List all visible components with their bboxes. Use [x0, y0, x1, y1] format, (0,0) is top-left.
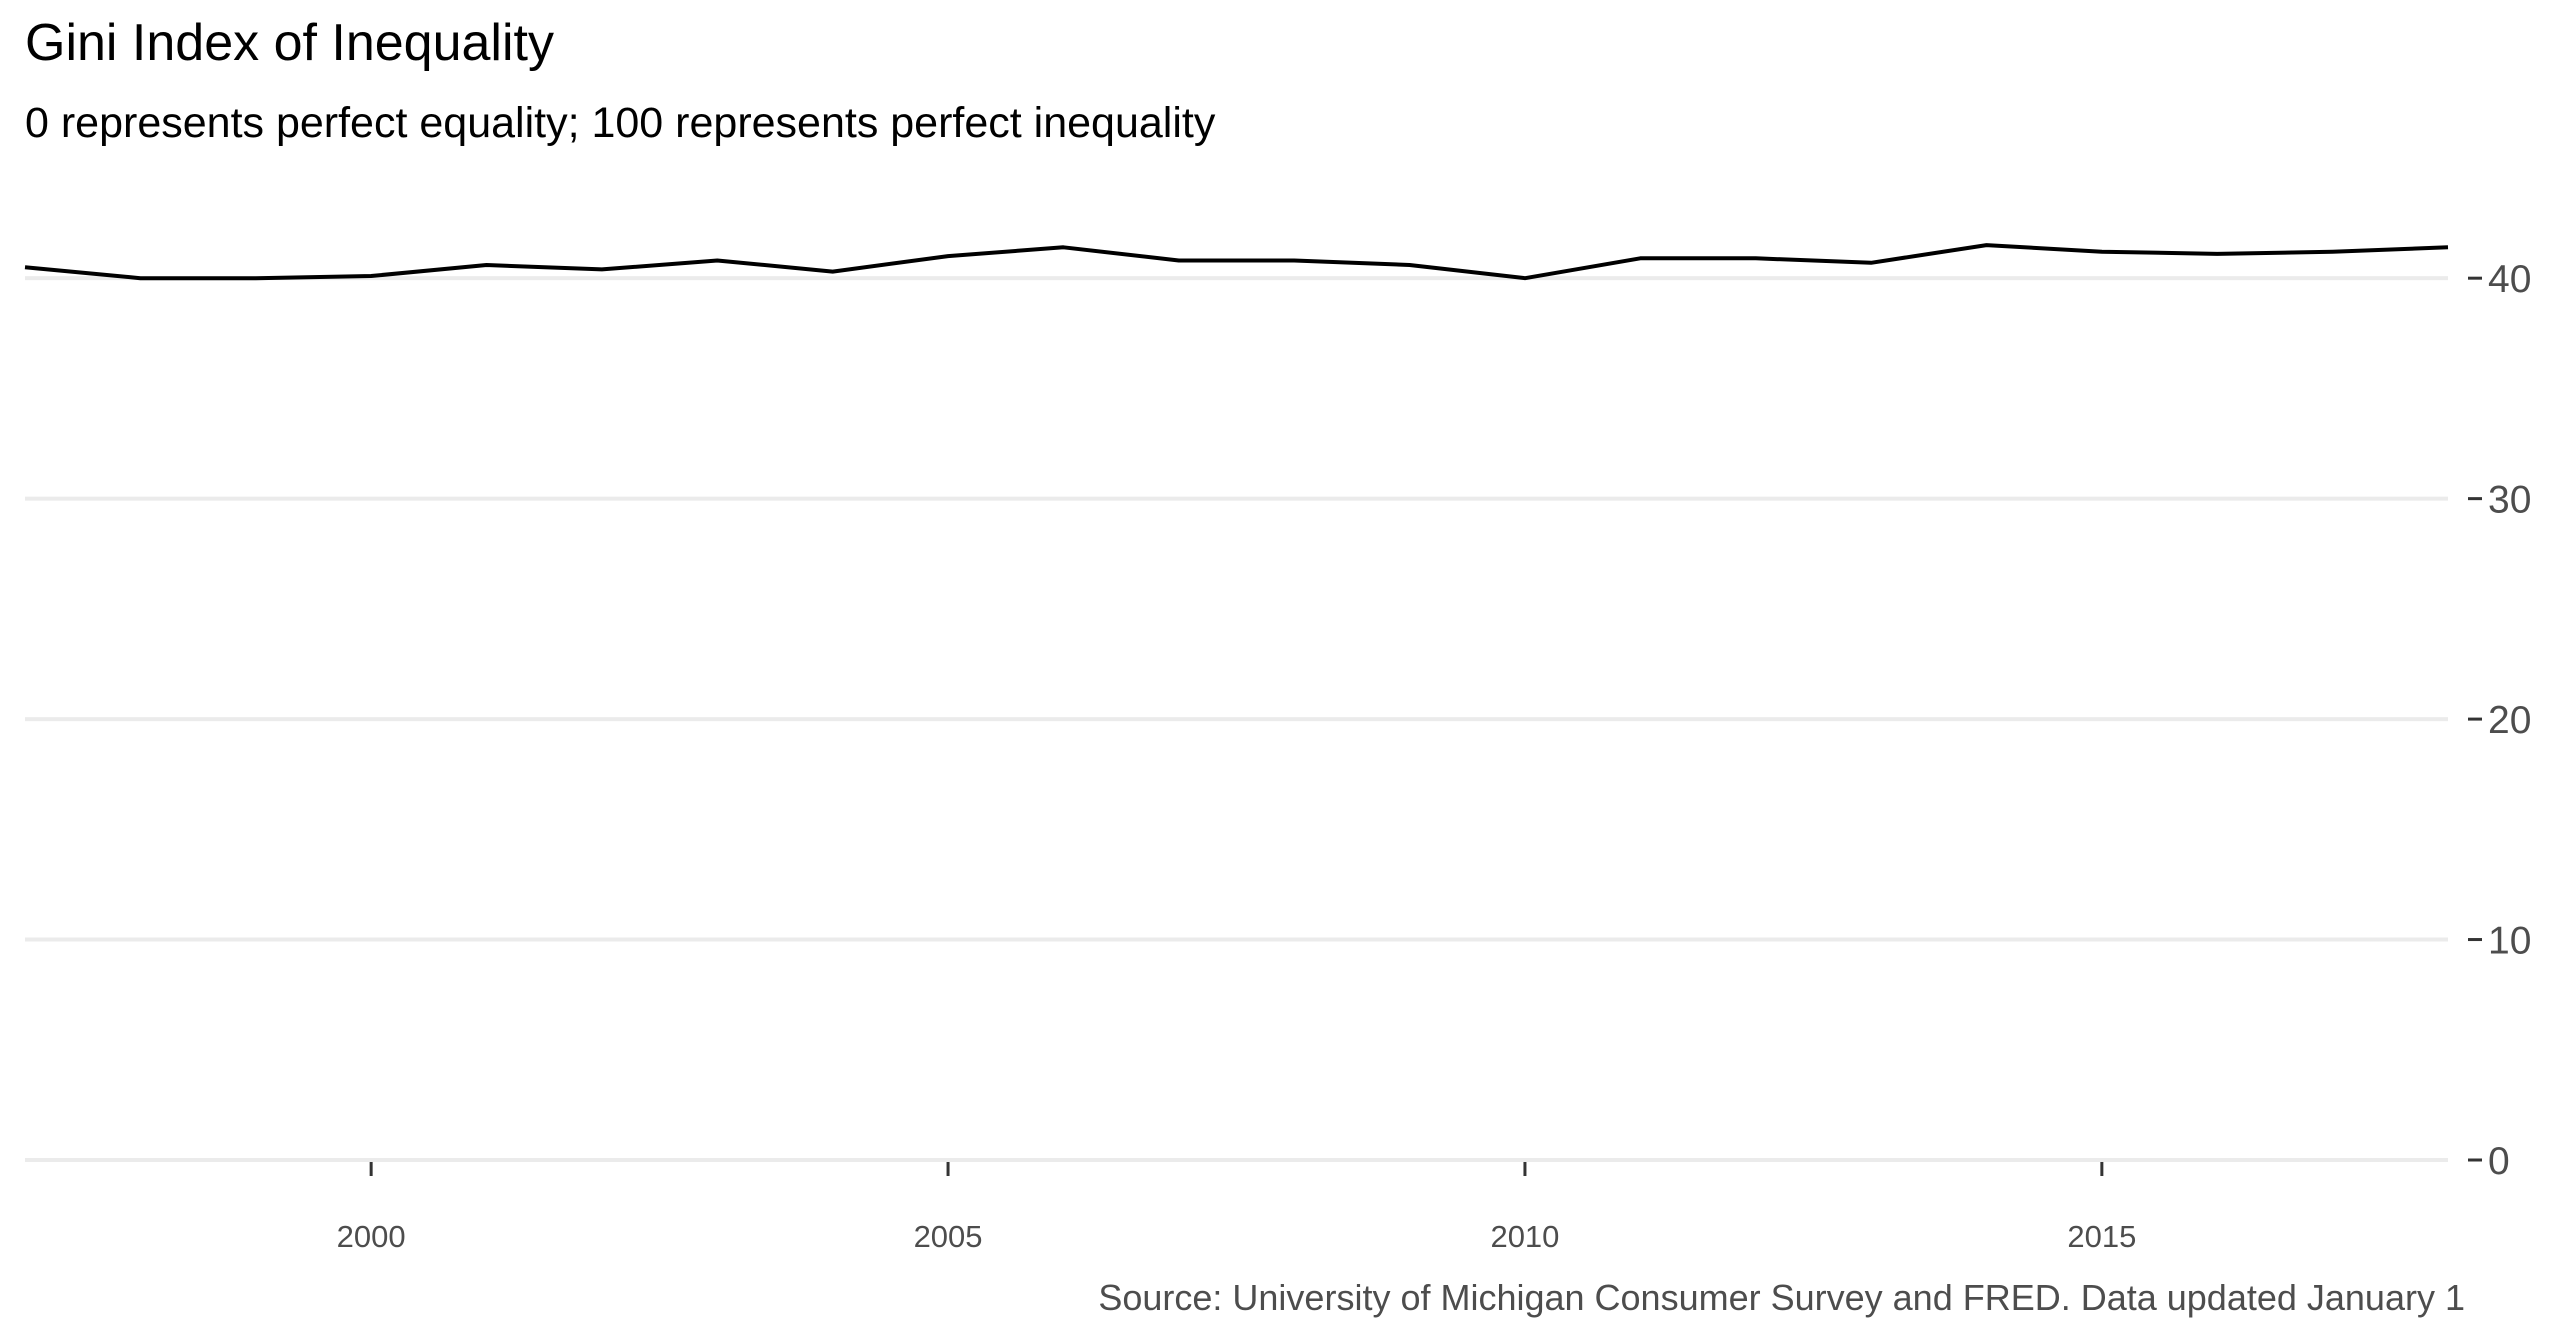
- x-tick-label-2010: 2010: [1490, 1219, 1559, 1254]
- x-tick-label-2015: 2015: [2067, 1219, 2136, 1254]
- y-tick-label-20: 20: [2488, 699, 2531, 742]
- chart-caption: Source: University of Michigan Consumer …: [1098, 1277, 2465, 1318]
- chart-subtitle: 0 represents perfect equality; 100 repre…: [25, 99, 1216, 147]
- grid-lines: [25, 276, 2448, 1162]
- y-tick-label-10: 10: [2488, 920, 2531, 963]
- chart-title: Gini Index of Inequality: [25, 14, 554, 72]
- series-line-0: [24, 243, 2449, 281]
- y-tick-label-0: 0: [2488, 1140, 2510, 1183]
- x-tick-label-2005: 2005: [914, 1219, 983, 1254]
- x-axis: 2000 2005 2010 2015: [337, 1162, 2136, 1254]
- y-tick-label-40: 40: [2488, 258, 2531, 301]
- x-tick-label-2000: 2000: [337, 1219, 406, 1254]
- y-axis: 0 10 20 30 40: [2468, 258, 2531, 1183]
- series-layer: [24, 243, 2449, 281]
- y-tick-label-30: 30: [2488, 479, 2531, 522]
